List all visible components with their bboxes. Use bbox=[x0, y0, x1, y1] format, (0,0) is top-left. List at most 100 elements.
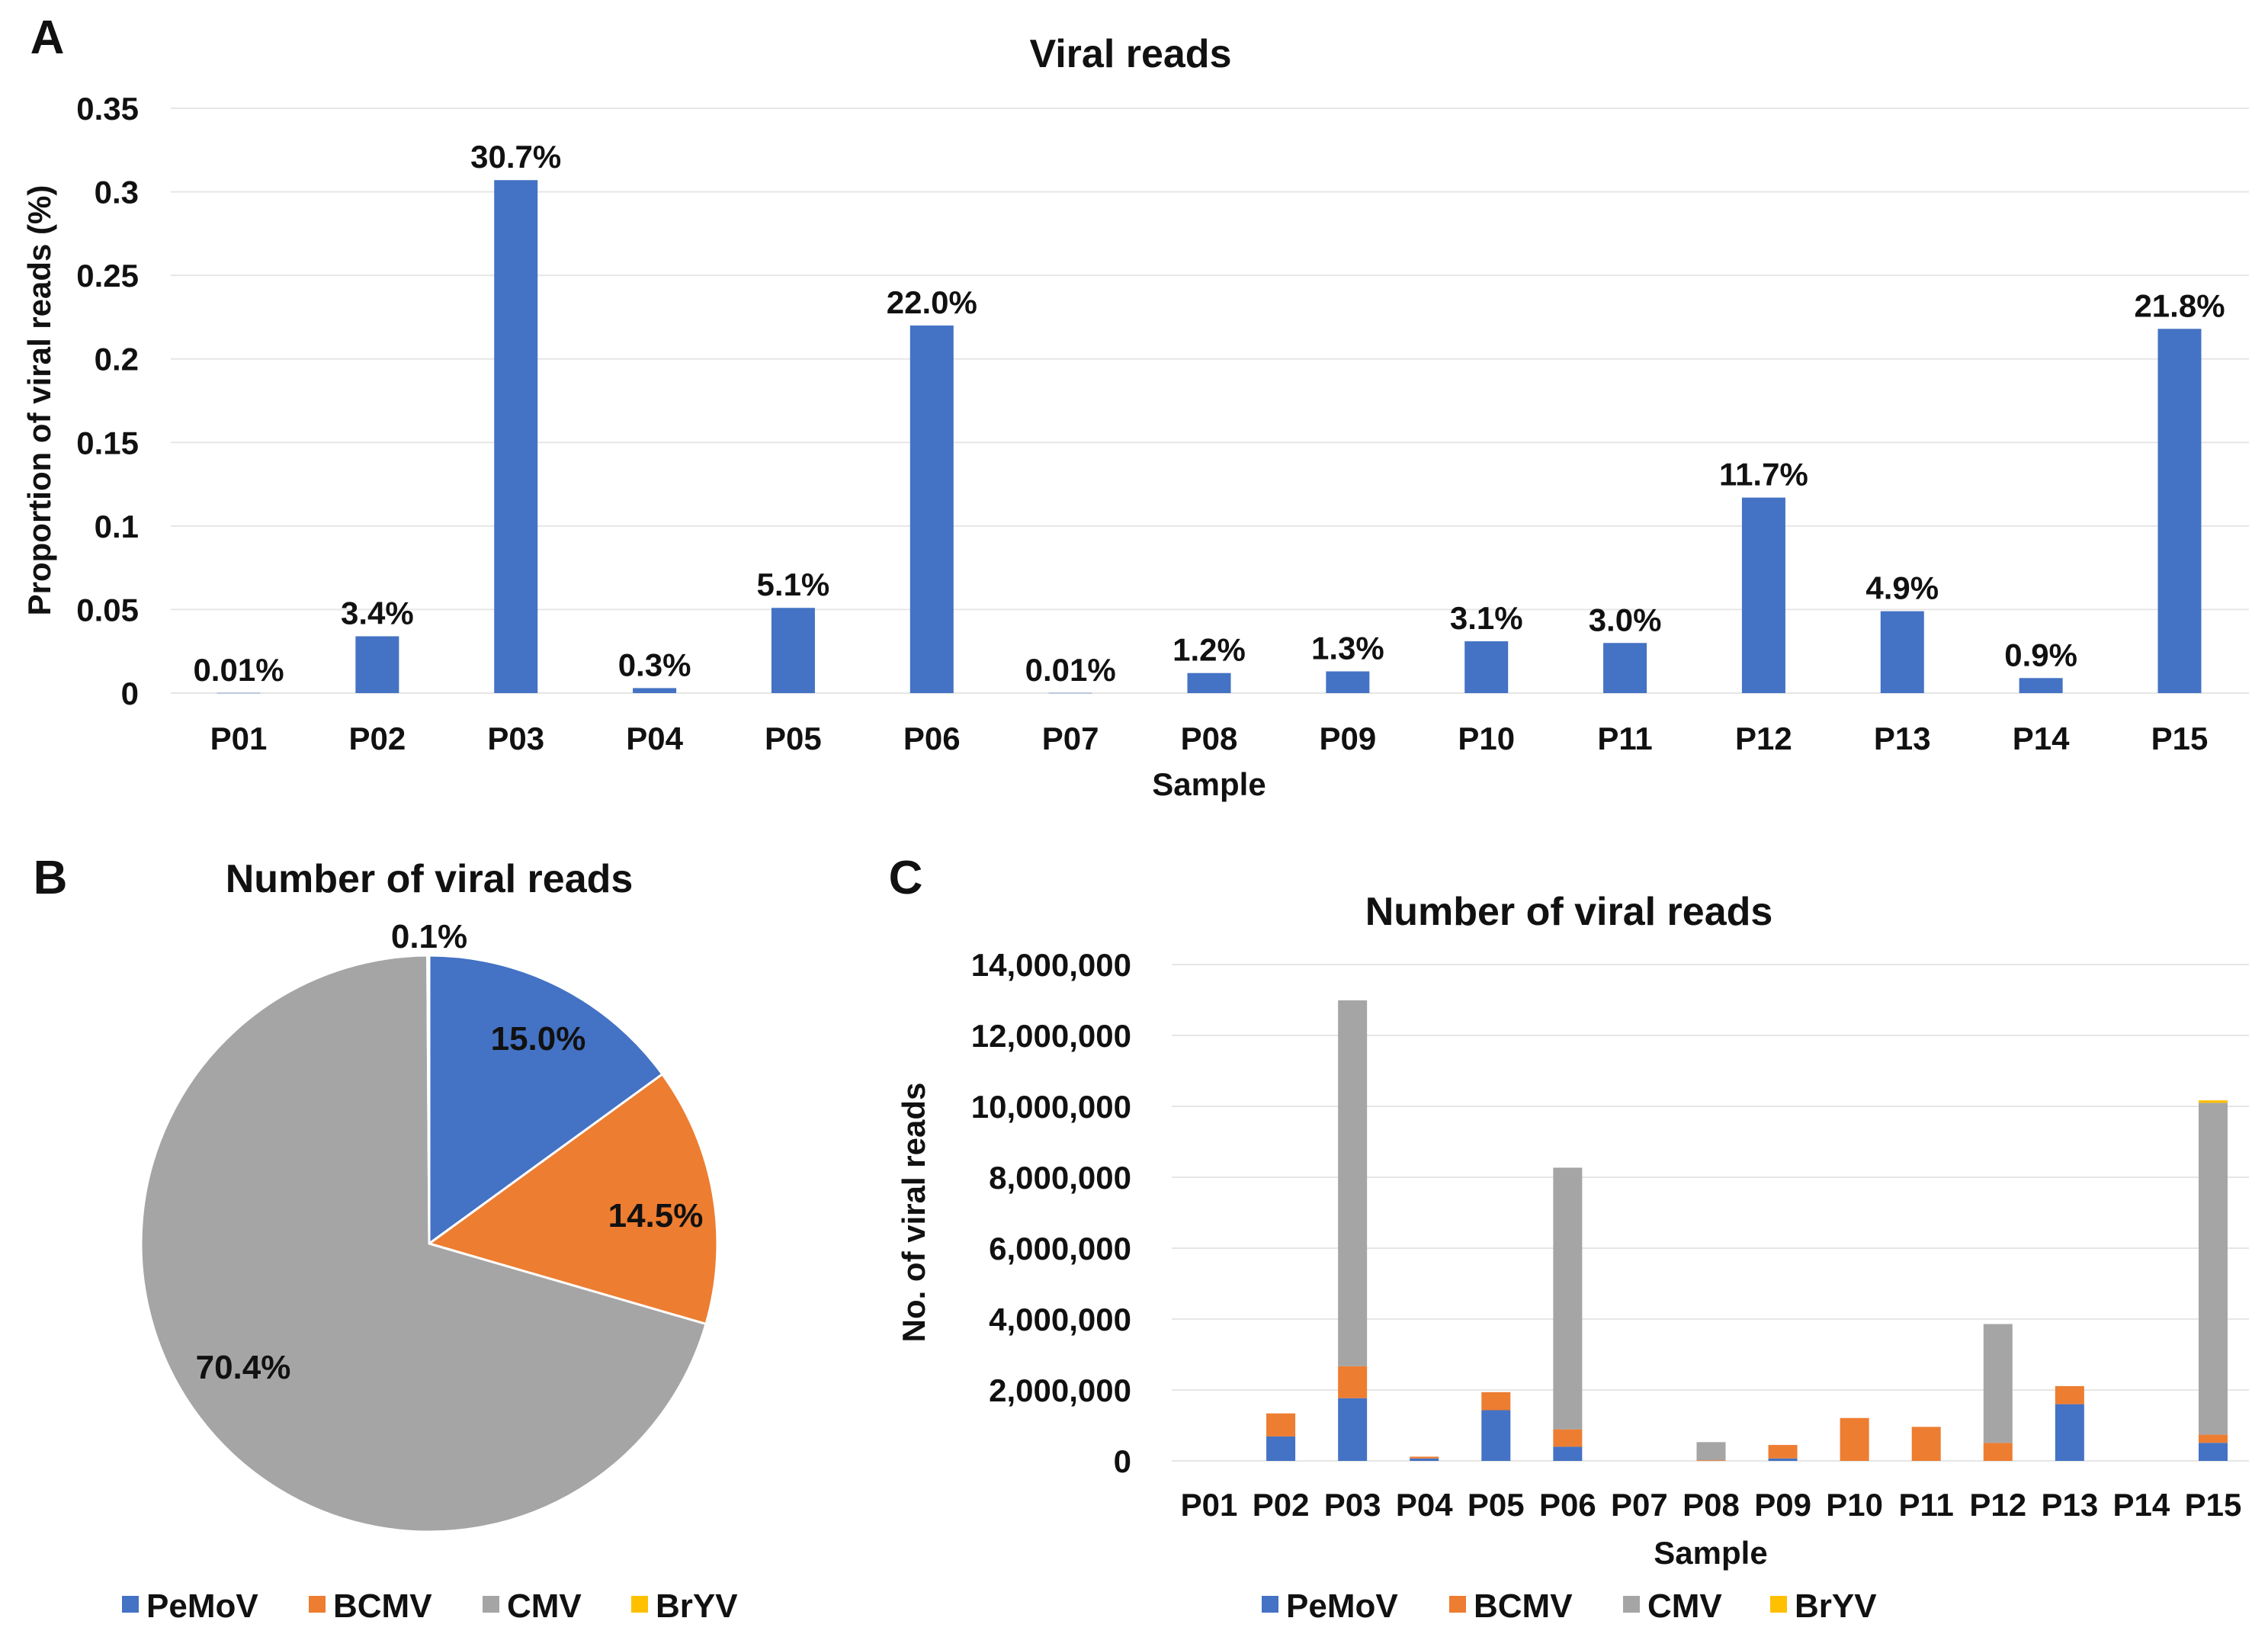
data-label: 1.3% bbox=[1311, 631, 1384, 666]
x-axis-label: Sample bbox=[1654, 1535, 1767, 1571]
bar-segment-P13-PeMoV bbox=[2055, 1404, 2084, 1461]
bar-P13 bbox=[1880, 611, 1924, 693]
x-tick-label: P02 bbox=[1253, 1487, 1310, 1523]
bar-P02 bbox=[355, 636, 399, 693]
y-tick-label: 0 bbox=[1114, 1443, 1131, 1479]
bar-segment-P06-PeMoV bbox=[1553, 1446, 1583, 1461]
pie-slice-BCMV bbox=[426, 1072, 719, 1326]
y-tick-label: 0.25 bbox=[76, 258, 139, 294]
bar-segment-P15-BrYV bbox=[2199, 1100, 2228, 1103]
x-tick-label: P13 bbox=[2041, 1487, 2098, 1523]
chart-title-c: Number of viral reads bbox=[1365, 890, 1773, 934]
bar-P01 bbox=[217, 692, 261, 694]
x-tick-label: P01 bbox=[210, 721, 268, 756]
x-tick-label: P02 bbox=[348, 721, 406, 756]
legend-swatch-CMV bbox=[1623, 1596, 1640, 1613]
bar-segment-P05-BCMV bbox=[1481, 1392, 1511, 1411]
bar-segment-P04-BCMV bbox=[1410, 1456, 1439, 1459]
bar-segment-P15-CMV bbox=[2199, 1103, 2228, 1435]
bar-P08 bbox=[1187, 673, 1231, 693]
bar-segment-P03-BCMV bbox=[1338, 1366, 1368, 1398]
x-tick-label: P08 bbox=[1683, 1487, 1740, 1523]
x-tick-label: P11 bbox=[1597, 721, 1652, 756]
y-tick-label: 0.05 bbox=[76, 592, 139, 628]
bar-segment-P13-BCMV bbox=[2055, 1385, 2084, 1404]
legend-swatch-CMV bbox=[483, 1596, 499, 1613]
x-tick-label: P08 bbox=[1181, 721, 1238, 756]
x-tick-label: P09 bbox=[1319, 721, 1376, 756]
x-tick-label: P14 bbox=[2013, 721, 2070, 756]
x-tick-label: P04 bbox=[626, 721, 683, 756]
bar-segment-P09-PeMoV bbox=[1768, 1458, 1798, 1461]
bar-segment-P08-BCMV bbox=[1696, 1460, 1726, 1461]
bar-P15 bbox=[2157, 329, 2202, 693]
y-tick-label: 0.3 bbox=[95, 175, 139, 210]
bar-P04 bbox=[633, 688, 677, 693]
bar-segment-P02-BCMV bbox=[1266, 1413, 1296, 1437]
x-tick-label: P03 bbox=[1324, 1487, 1381, 1523]
x-tick-label: P15 bbox=[2151, 721, 2209, 756]
bar-segment-P10-BCMV bbox=[1840, 1417, 1869, 1461]
bar-P14 bbox=[2019, 678, 2063, 693]
pie-slice-BrYV bbox=[426, 954, 431, 1244]
y-tick-label: 10,000,000 bbox=[971, 1089, 1131, 1125]
pie-slice-PeMoV bbox=[428, 954, 664, 1246]
panel-label-c: C bbox=[889, 852, 923, 904]
legend-swatch-BCMV bbox=[309, 1596, 326, 1613]
x-tick-label: P04 bbox=[1396, 1487, 1453, 1523]
bar-P03 bbox=[494, 180, 538, 693]
legend-label-BrYV: BrYV bbox=[1795, 1587, 1877, 1625]
bar-segment-P06-BCMV bbox=[1553, 1429, 1583, 1447]
legend-swatch-BCMV bbox=[1449, 1596, 1466, 1613]
legend-label-PeMoV: PeMoV bbox=[1286, 1587, 1398, 1625]
legend-label-BrYV: BrYV bbox=[656, 1587, 738, 1625]
pie-label-PeMoV: 15.0% bbox=[491, 1020, 586, 1058]
chart-title-a: Viral reads bbox=[1029, 32, 1231, 76]
y-tick-label: 0.15 bbox=[76, 425, 139, 461]
bar-segment-P06-CMV bbox=[1553, 1167, 1583, 1430]
bar-P09 bbox=[1326, 671, 1370, 693]
x-tick-label: P03 bbox=[487, 721, 544, 756]
y-tick-label: 8,000,000 bbox=[989, 1160, 1131, 1196]
bar-segment-P04-PeMoV bbox=[1410, 1458, 1439, 1461]
y-tick-label: 2,000,000 bbox=[989, 1372, 1131, 1408]
bar-segment-P02-PeMoV bbox=[1266, 1436, 1296, 1461]
data-label: 3.1% bbox=[1450, 600, 1523, 636]
y-tick-label: 0.35 bbox=[76, 91, 139, 127]
y-tick-label: 0.1 bbox=[95, 509, 139, 544]
data-label: 21.8% bbox=[2134, 287, 2225, 323]
panel-label-b: B bbox=[34, 852, 68, 904]
bar-segment-P03-CMV bbox=[1338, 1000, 1368, 1366]
x-tick-label: P01 bbox=[1181, 1487, 1238, 1523]
x-tick-label: P14 bbox=[2113, 1487, 2170, 1523]
x-tick-label: P09 bbox=[1754, 1487, 1811, 1523]
bar-segment-P09-BCMV bbox=[1768, 1445, 1798, 1459]
x-tick-label: P15 bbox=[2185, 1487, 2242, 1523]
y-tick-label: 0 bbox=[121, 676, 139, 711]
x-tick-label: P07 bbox=[1042, 721, 1099, 756]
y-tick-label: 14,000,000 bbox=[971, 947, 1131, 983]
x-tick-label: P05 bbox=[1468, 1487, 1525, 1523]
pie-label-BrYV: 0.1% bbox=[391, 918, 467, 955]
x-tick-label: P11 bbox=[1899, 1487, 1954, 1523]
pie-slice-CMV bbox=[140, 954, 707, 1533]
x-tick-label: P06 bbox=[903, 721, 961, 756]
data-label: 3.4% bbox=[341, 595, 414, 631]
y-tick-label: 12,000,000 bbox=[971, 1018, 1131, 1054]
legend-swatch-BrYV bbox=[631, 1596, 648, 1613]
legend-swatch-PeMoV bbox=[1262, 1596, 1278, 1613]
bar-P07 bbox=[1048, 692, 1092, 694]
y-tick-label: 6,000,000 bbox=[989, 1231, 1131, 1266]
x-tick-label: P06 bbox=[1539, 1487, 1596, 1523]
legend-swatch-PeMoV bbox=[122, 1596, 139, 1613]
bar-segment-P05-PeMoV bbox=[1481, 1410, 1511, 1461]
bar-P11 bbox=[1603, 643, 1647, 693]
bar-segment-P15-BCMV bbox=[2199, 1434, 2228, 1443]
bar-segment-P12-CMV bbox=[1983, 1324, 2013, 1443]
x-tick-label: P05 bbox=[765, 721, 822, 756]
pie-label-BCMV: 14.5% bbox=[608, 1197, 704, 1234]
legend-label-PeMoV: PeMoV bbox=[146, 1587, 258, 1625]
bar-segment-P15-PeMoV bbox=[2199, 1443, 2228, 1461]
data-label: 11.7% bbox=[1719, 457, 1808, 493]
